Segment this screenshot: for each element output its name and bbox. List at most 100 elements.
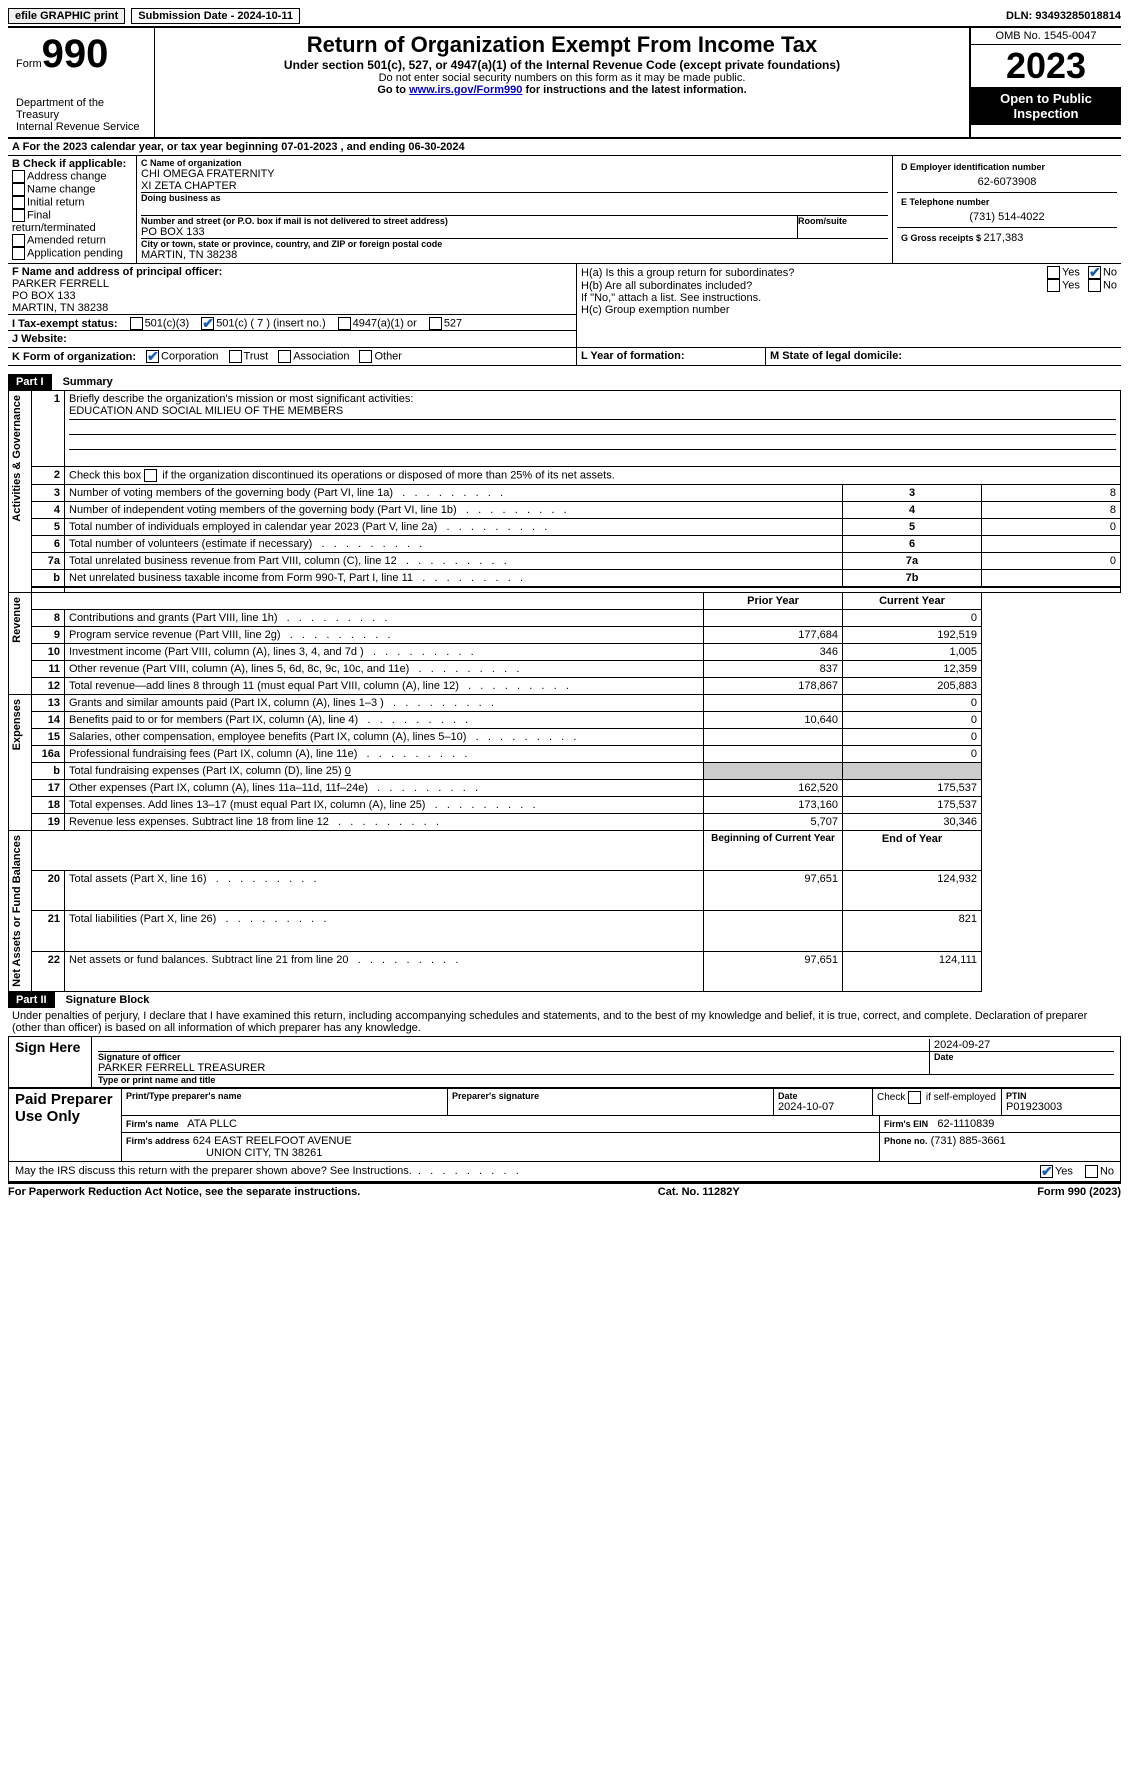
chk-501c3[interactable]	[130, 317, 143, 330]
box-l-label: L Year of formation:	[577, 348, 766, 365]
chk-line2[interactable]	[144, 469, 157, 482]
chk-other[interactable]	[359, 350, 372, 363]
period-begin: 07-01-2023	[281, 141, 337, 153]
org-name-2: XI ZETA CHAPTER	[141, 180, 888, 192]
street-label: Number and street (or P.O. box if mail i…	[141, 216, 797, 226]
chk-assoc[interactable]	[278, 350, 291, 363]
lbl-amended: Amended return	[27, 234, 106, 246]
chk-ha-no[interactable]	[1088, 266, 1101, 279]
phone-label: E Telephone number	[901, 197, 1113, 207]
chk-app-pending[interactable]	[12, 247, 25, 260]
chk-address-change[interactable]	[12, 170, 25, 183]
firm-phone: (731) 885-3661	[931, 1135, 1006, 1147]
section-klm: K Form of organization: Corporation Trus…	[8, 348, 1121, 366]
paid-preparer-label: Paid Preparer Use Only	[9, 1089, 122, 1161]
prep-date: 2024-10-07	[778, 1101, 868, 1113]
page-footer: For Paperwork Reduction Act Notice, see …	[8, 1182, 1121, 1198]
goto-prefix: Go to	[377, 84, 409, 96]
gross-label: G Gross receipts $	[901, 233, 984, 243]
box-c-label: C Name of organization	[141, 158, 888, 168]
discuss-label: May the IRS discuss this return with the…	[15, 1165, 412, 1177]
omb-no: OMB No. 1545-0047	[971, 28, 1121, 45]
form-header: Form990 Department of the Treasury Inter…	[8, 28, 1121, 139]
form-title: Return of Organization Exempt From Incom…	[163, 32, 961, 58]
lbl-501c: 501(c) ( 7 ) (insert no.)	[216, 317, 325, 329]
box-m-label: M State of legal domicile:	[766, 348, 1121, 365]
chk-hb-no[interactable]	[1088, 279, 1101, 292]
chk-amended[interactable]	[12, 234, 25, 247]
lbl-trust: Trust	[244, 350, 269, 362]
firm-ein: 62-1110839	[937, 1118, 994, 1130]
ein-val: 62-6073908	[901, 176, 1113, 188]
ptin-val: P01923003	[1006, 1101, 1116, 1113]
box-c: C Name of organization CHI OMEGA FRATERN…	[137, 156, 893, 263]
box-f-label: F Name and address of principal officer:	[12, 266, 572, 278]
firm-phone-label: Phone no.	[884, 1136, 928, 1146]
side-exp: Expenses	[9, 695, 25, 754]
sig-officer-label: Signature of officer	[98, 1052, 929, 1062]
chk-4947[interactable]	[338, 317, 351, 330]
dots	[412, 1165, 519, 1177]
box-b-label: B Check if applicable:	[12, 158, 132, 170]
prep-date-label: Date	[778, 1091, 868, 1101]
dept-treasury: Department of the Treasury	[16, 97, 146, 121]
part1-title: Summary	[55, 376, 113, 388]
chk-name-change[interactable]	[12, 183, 25, 196]
section-fh: F Name and address of principal officer:…	[8, 264, 1121, 348]
period-text-b: , and ending	[337, 141, 408, 153]
side-ag: Activities & Governance	[9, 391, 25, 526]
gross-val: 217,383	[984, 232, 1024, 244]
org-name-1: CHI OMEGA FRATERNITY	[141, 168, 888, 180]
form-subtitle: Under section 501(c), 527, or 4947(a)(1)…	[163, 58, 961, 72]
footer-right: Form 990 (2023)	[1037, 1186, 1121, 1198]
form-990: 990	[42, 32, 109, 76]
city-label: City or town, state or province, country…	[141, 239, 888, 249]
firm-addr-label: Firm's address	[126, 1136, 190, 1146]
part1-bar: Part I	[8, 374, 52, 390]
part2-title: Signature Block	[58, 994, 150, 1006]
room-label: Room/suite	[798, 216, 888, 226]
goto-suffix: for instructions and the latest informat…	[522, 84, 746, 96]
firm-addr2: UNION CITY, TN 38261	[206, 1147, 322, 1159]
lbl-name-change: Name change	[27, 183, 96, 195]
sig-date-label: Date	[934, 1052, 1114, 1062]
lbl-app-pending: Application pending	[27, 247, 123, 259]
phone-val: (731) 514-4022	[901, 211, 1113, 223]
street-val: PO BOX 133	[141, 226, 797, 238]
officer-addr1: PO BOX 133	[12, 290, 572, 302]
topbar: efile GRAPHIC print Submission Date - 20…	[8, 8, 1121, 28]
chk-527[interactable]	[429, 317, 442, 330]
chk-hb-yes[interactable]	[1047, 279, 1060, 292]
perjury-declaration: Under penalties of perjury, I declare th…	[8, 1008, 1121, 1037]
ptin-label: PTIN	[1006, 1091, 1116, 1101]
chk-initial-return[interactable]	[12, 196, 25, 209]
chk-discuss-no[interactable]	[1085, 1165, 1098, 1178]
form-number: Form990	[16, 32, 146, 77]
box-j-label: J Website:	[12, 331, 572, 345]
lbl-other: Other	[374, 350, 402, 362]
footer-center: Cat. No. 11282Y	[658, 1186, 740, 1198]
lbl-527: 527	[444, 317, 462, 329]
sig-type-label: Type or print name and title	[98, 1075, 1114, 1085]
firm-name: ATA PLLC	[187, 1118, 237, 1130]
box-deg: D Employer identification number 62-6073…	[893, 156, 1121, 263]
part1-header: Part I Summary	[8, 374, 1121, 390]
chk-ha-yes[interactable]	[1047, 266, 1060, 279]
box-k-label: K Form of organization:	[12, 351, 136, 363]
chk-corp[interactable]	[146, 350, 159, 363]
firm-name-label: Firm's name	[126, 1119, 179, 1129]
h-a-label: H(a) Is this a group return for subordin…	[581, 267, 1047, 279]
officer-sig-date: 2024-09-27	[929, 1039, 1114, 1051]
efile-button[interactable]: efile GRAPHIC print	[8, 8, 125, 24]
chk-self-employed[interactable]	[908, 1091, 921, 1104]
irs-link[interactable]: www.irs.gov/Form990	[409, 84, 522, 96]
chk-501c[interactable]	[201, 317, 214, 330]
chk-trust[interactable]	[229, 350, 242, 363]
chk-final-return[interactable]	[12, 209, 25, 222]
officer-name: PARKER FERRELL	[12, 278, 572, 290]
firm-ein-label: Firm's EIN	[884, 1119, 928, 1129]
officer-addr2: MARTIN, TN 38238	[12, 302, 572, 314]
lbl-corp: Corporation	[161, 350, 218, 362]
ein-label: D Employer identification number	[901, 162, 1113, 172]
chk-discuss-yes[interactable]	[1040, 1165, 1053, 1178]
